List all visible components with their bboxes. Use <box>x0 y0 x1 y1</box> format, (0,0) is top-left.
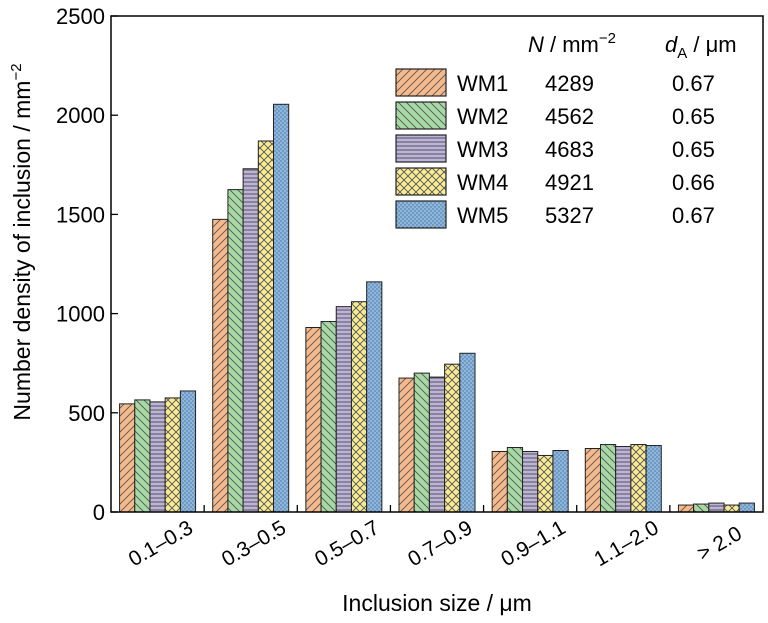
legend-N-value: 5327 <box>545 203 594 228</box>
bar-wm1-2 <box>305 326 322 513</box>
bar-wm1-4 <box>491 450 508 513</box>
bar-wm2-6 <box>693 503 710 513</box>
bar-wm3-1 <box>242 168 259 513</box>
legend-header-N-symbol: N <box>528 32 544 57</box>
bar-wm2-2 <box>320 321 337 513</box>
bar-wm5-2 <box>366 281 383 513</box>
bar-wm1-3 <box>398 377 415 513</box>
bar-wm3-4 <box>522 450 539 513</box>
x-tick-label: 0.3–0.5 <box>218 516 290 571</box>
bar-wm4-5 <box>630 444 647 513</box>
legend-label: WM1 <box>457 71 508 96</box>
bar-wm3-3 <box>428 376 446 513</box>
x-tick-label: 0.9–1.1 <box>497 516 569 571</box>
y-tick-label: 2000 <box>56 103 105 128</box>
bar-wm4-0 <box>164 397 181 513</box>
legend-swatch-wm4 <box>395 167 447 196</box>
legend-header-dA-symbol: d <box>665 32 678 57</box>
legend-dA-value: 0.67 <box>672 71 715 96</box>
legend-label: WM3 <box>457 137 508 162</box>
y-tick-label: 500 <box>68 401 105 426</box>
legend-header-dA-unit: / μm <box>687 32 736 57</box>
legend-header-dA: dA / μm <box>665 32 737 62</box>
bar-wm5-0 <box>179 390 197 513</box>
bar-wm4-3 <box>444 363 461 513</box>
legend-header-dA-sub: A <box>677 45 687 62</box>
bar-wm1-1 <box>212 218 229 513</box>
y-tick-label: 1000 <box>56 302 105 327</box>
legend-swatch-wm1 <box>395 68 447 97</box>
bar-wm4-1 <box>257 140 275 513</box>
bar-wm5-5 <box>645 445 662 513</box>
x-axis-ticks: 0.1–0.3 0.3–0.5 0.5–0.7 0.7–0.9 0.9–1.1 1.1–2… <box>125 505 746 571</box>
bars <box>119 103 755 513</box>
legend-header-N-sup: −2 <box>599 30 616 47</box>
legend-label: WM4 <box>457 170 508 195</box>
legend-swatch-wm2 <box>395 101 447 130</box>
plot-frame <box>110 15 764 513</box>
y-tick-label: 1500 <box>56 202 105 227</box>
y-axis-title-superscript: −2 <box>8 63 25 80</box>
y-axis-title: Number density of inclusion / mm−2 <box>8 63 35 420</box>
bar-wm5-3 <box>459 352 476 513</box>
bar-wm1-5 <box>584 448 601 513</box>
bar-wm2-4 <box>506 447 524 513</box>
y-tick-label: 2500 <box>56 4 105 29</box>
bar-wm4-6 <box>723 504 740 513</box>
x-tick-label: > 2.0 <box>693 522 745 566</box>
y-axis-title-text: Number density of inclusion / mm <box>9 81 35 421</box>
bar-wm2-1 <box>227 189 244 513</box>
bar-wm5-6 <box>738 502 755 513</box>
legend-N-value: 4921 <box>545 170 594 195</box>
x-tick-label: 1.1–2.0 <box>590 516 662 571</box>
legend-dA-value: 0.65 <box>672 104 715 129</box>
bar-wm3-0 <box>149 401 166 513</box>
bar-wm4-2 <box>350 301 368 513</box>
bar-wm5-4 <box>552 449 569 513</box>
legend-rows: WM1 4289 0.67 WM2 4562 0.65 WM3 4683 0.65 WM4 4921… <box>395 68 715 229</box>
bar-wm2-3 <box>413 372 430 513</box>
legend-label: WM5 <box>457 203 508 228</box>
bar-wm1-0 <box>119 403 136 513</box>
legend-N-value: 4289 <box>545 71 594 96</box>
bar-wm5-1 <box>273 103 290 513</box>
y-tick-label: 0 <box>93 500 105 525</box>
legend-label: WM2 <box>457 104 508 129</box>
legend-dA-value: 0.65 <box>672 137 715 162</box>
bar-wm3-5 <box>615 446 632 513</box>
bar-wm1-6 <box>677 504 695 513</box>
bar-wm2-0 <box>134 399 151 513</box>
legend-header-N-unit: / mm <box>544 32 599 57</box>
x-tick-label: 0.1–0.3 <box>125 516 197 571</box>
legend-N-value: 4562 <box>545 104 594 129</box>
x-axis-title: Inclusion size / μm <box>342 590 532 616</box>
legend-header-N: N / mm−2 <box>528 30 616 57</box>
bar-wm4-4 <box>537 454 554 513</box>
x-tick-label: 0.7–0.9 <box>404 516 476 571</box>
y-axis-ticks: 0 500 1000 1500 2000 2500 <box>56 4 118 525</box>
legend-N-value: 4683 <box>545 137 594 162</box>
bar-wm3-6 <box>708 502 725 513</box>
legend-swatch-wm3 <box>395 134 447 163</box>
legend-dA-value: 0.66 <box>672 170 715 195</box>
bar-wm2-5 <box>599 444 617 513</box>
x-tick-label: 0.5–0.7 <box>311 516 383 571</box>
legend-dA-value: 0.67 <box>672 203 715 228</box>
legend-swatch-wm5 <box>395 200 447 229</box>
bar-wm3-2 <box>335 306 352 513</box>
